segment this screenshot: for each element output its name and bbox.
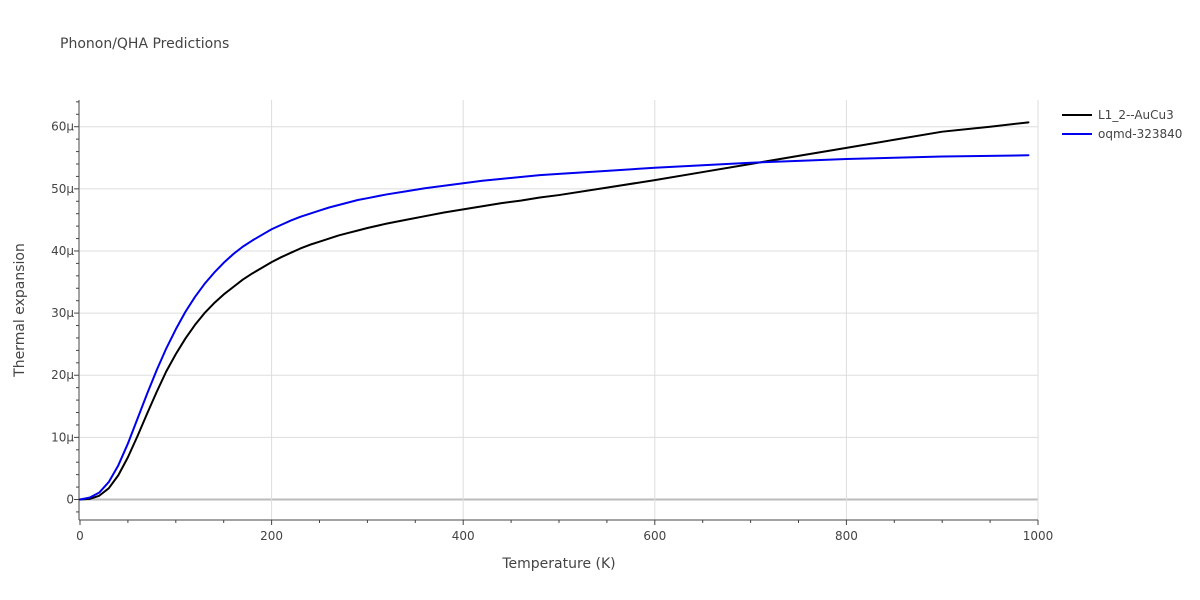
x-tick-label: 1000 (1023, 529, 1054, 543)
legend-label: oqmd-323840 (1098, 127, 1182, 141)
y-axis-title: Thermal expansion (12, 243, 28, 378)
grid-lines (80, 100, 1039, 520)
chart-title: Phonon/QHA Predictions (60, 36, 230, 52)
x-tick-label: 800 (835, 529, 858, 543)
y-tick-label: 30μ (51, 306, 74, 320)
axes (74, 100, 1039, 525)
x-tick-label: 200 (260, 529, 283, 543)
y-tick-label: 0 (66, 492, 74, 506)
x-tick-label: 600 (643, 529, 666, 543)
series-line-2 (79, 154, 1030, 501)
y-tick-label: 60μ (51, 120, 74, 134)
series-layer (79, 121, 1030, 501)
y-tick-label: 50μ (51, 182, 74, 196)
tick-labels: 0 10μ 20μ 30μ 40μ 50μ 60μ 0 200 400 600 800 1000 (51, 120, 1053, 543)
series-line-1 (79, 121, 1030, 501)
x-tick-label: 0 (76, 529, 84, 543)
legend: L1_2--AuCu3 oqmd-323840 (1062, 108, 1182, 141)
y-tick-label: 10μ (51, 430, 74, 444)
legend-label: L1_2--AuCu3 (1098, 108, 1174, 122)
y-tick-label: 20μ (51, 368, 74, 382)
x-tick-label: 400 (452, 529, 475, 543)
x-axis-title: Temperature (K) (501, 556, 615, 572)
y-tick-label: 40μ (51, 244, 74, 258)
